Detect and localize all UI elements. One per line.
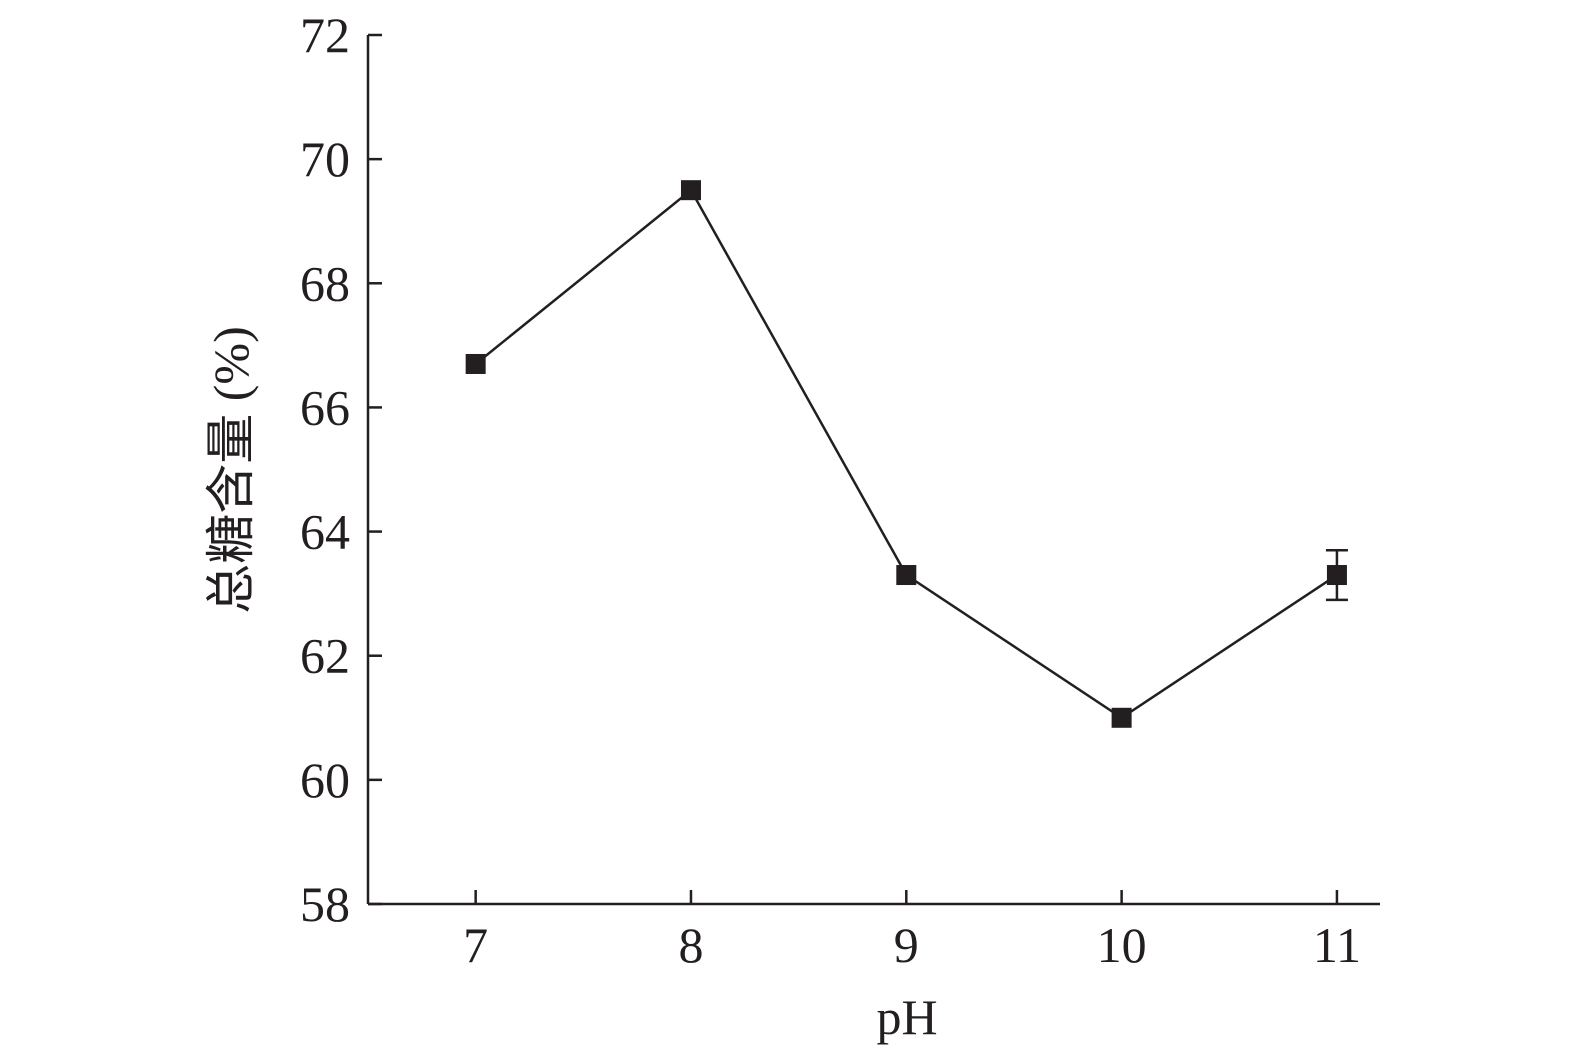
y-tick-label: 66 — [300, 379, 350, 435]
y-tick-label: 60 — [300, 752, 350, 808]
axes — [366, 35, 1380, 906]
y-tick-label: 70 — [300, 131, 350, 187]
x-ticks: 7 8 9 10 11 — [463, 890, 1361, 973]
data-point — [680, 180, 701, 201]
y-tick-label: 68 — [300, 255, 350, 311]
x-tick-label: 7 — [463, 917, 488, 973]
x-tick-label: 8 — [678, 917, 703, 973]
x-tick-label: 10 — [1097, 917, 1147, 973]
series-layer — [465, 180, 1348, 728]
x-tick-label: 11 — [1313, 917, 1361, 973]
y-tick-label: 62 — [300, 628, 350, 684]
y-tick-label: 64 — [300, 504, 350, 560]
x-tick-label: 9 — [894, 917, 919, 973]
x-axis-title: pH — [876, 989, 937, 1045]
y-tick-label: 72 — [300, 7, 350, 63]
y-tick-label: 58 — [300, 876, 350, 932]
y-axis-title: 总糖含量 (%) — [203, 326, 259, 613]
y-ticks: 58 60 62 64 66 68 70 72 — [300, 7, 382, 932]
data-point — [465, 353, 486, 374]
data-point — [1111, 707, 1132, 728]
data-point — [1326, 565, 1347, 586]
series-line — [474, 188, 1338, 720]
data-point — [896, 565, 917, 586]
